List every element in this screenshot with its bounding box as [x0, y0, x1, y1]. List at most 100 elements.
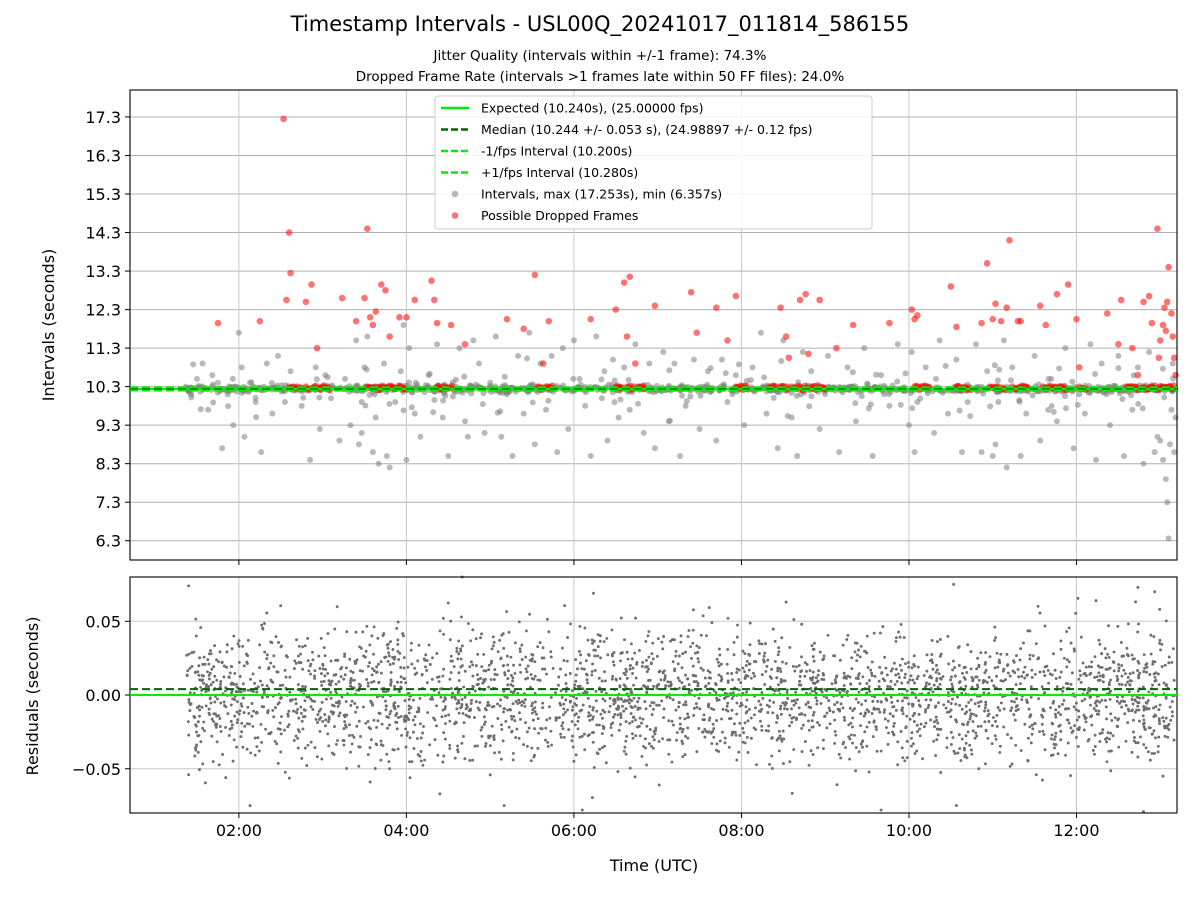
residual-point [324, 724, 327, 728]
interval-point [313, 376, 320, 383]
residual-point [187, 700, 191, 704]
residual-point [286, 725, 290, 729]
interval-point [956, 407, 963, 414]
residual-point [372, 625, 376, 629]
residual-point [903, 759, 907, 763]
residual-point [200, 705, 204, 709]
residual-point [1141, 714, 1145, 718]
residual-point [726, 701, 730, 705]
residual-point [1117, 682, 1121, 686]
residual-point [742, 731, 746, 735]
residual-point [536, 717, 540, 721]
residual-point [1097, 709, 1101, 713]
residual-point [949, 702, 953, 705]
residual-point [275, 742, 279, 746]
residual-point [726, 680, 730, 684]
residual-point [1052, 652, 1055, 656]
interval-point [229, 375, 236, 382]
residual-point [327, 744, 331, 748]
residual-point [696, 684, 700, 688]
residual-point [1122, 654, 1126, 658]
residual-point [336, 704, 340, 708]
residual-point [309, 705, 313, 709]
residual-point [1038, 611, 1042, 615]
interval-point [468, 390, 475, 397]
dropped-frame-point [545, 317, 553, 325]
residual-point [926, 706, 930, 710]
residual-point [1080, 699, 1084, 703]
residual-point [767, 705, 771, 709]
residual-point [469, 708, 473, 712]
residual-point [803, 740, 807, 744]
residual-point [395, 727, 399, 731]
interval-point [372, 414, 379, 421]
residual-point [959, 759, 963, 763]
residual-point [776, 653, 780, 657]
residual-point [187, 584, 191, 588]
residual-point [283, 728, 286, 732]
residual-point [626, 699, 630, 702]
interval-point [942, 363, 949, 370]
residual-point [469, 639, 473, 643]
residual-point [560, 695, 564, 699]
residual-point [932, 720, 936, 724]
interval-point [724, 399, 731, 406]
residual-point [708, 670, 712, 674]
residual-point [396, 620, 400, 624]
residual-point [389, 678, 393, 682]
residual-point [644, 658, 648, 662]
dropped-frame-point [386, 333, 393, 340]
residual-point [673, 669, 676, 673]
interval-point [735, 361, 742, 368]
residual-point [946, 700, 950, 703]
residual-point [811, 670, 815, 674]
residual-point [506, 677, 510, 681]
residual-point [395, 626, 399, 630]
residual-point [624, 707, 628, 711]
residual-point [986, 709, 990, 713]
residual-point [591, 715, 595, 719]
residual-point [447, 713, 451, 717]
residual-point [900, 708, 904, 712]
residual-point [489, 678, 493, 681]
residual-point [188, 703, 192, 706]
residual-point [187, 733, 191, 737]
interval-point [362, 402, 369, 409]
residual-point [185, 653, 189, 657]
residual-point [509, 683, 513, 687]
residual-point [426, 711, 430, 714]
residual-point [597, 676, 601, 680]
residual-point [1013, 718, 1017, 722]
residual-point [535, 712, 538, 716]
interval-point [1031, 352, 1038, 359]
residual-point [1029, 695, 1033, 699]
residual-point [227, 675, 231, 679]
residual-point [1107, 624, 1111, 628]
residual-point [379, 758, 383, 762]
residual-point [779, 677, 783, 681]
residual-point [613, 713, 617, 716]
residual-point [1112, 650, 1116, 654]
residual-point [778, 734, 782, 738]
dropped-frame-point [1064, 281, 1072, 288]
interval-point [598, 395, 605, 402]
residual-point [661, 671, 665, 674]
residual-point [511, 702, 515, 706]
residual-point [545, 718, 549, 722]
interval-point [1076, 391, 1083, 398]
residual-point [520, 657, 524, 661]
residual-point [1001, 679, 1005, 683]
residual-point [784, 661, 788, 665]
residual-point [816, 720, 819, 724]
residual-point [501, 632, 505, 636]
residual-point [835, 783, 839, 787]
residual-point [278, 721, 282, 725]
residual-point [697, 727, 701, 730]
interval-point [224, 391, 231, 398]
residual-point [745, 698, 749, 702]
residual-point [807, 728, 811, 732]
residual-point [471, 628, 475, 632]
residual-point [1154, 705, 1158, 709]
interval-point [1106, 422, 1113, 429]
residual-point [1090, 714, 1094, 718]
